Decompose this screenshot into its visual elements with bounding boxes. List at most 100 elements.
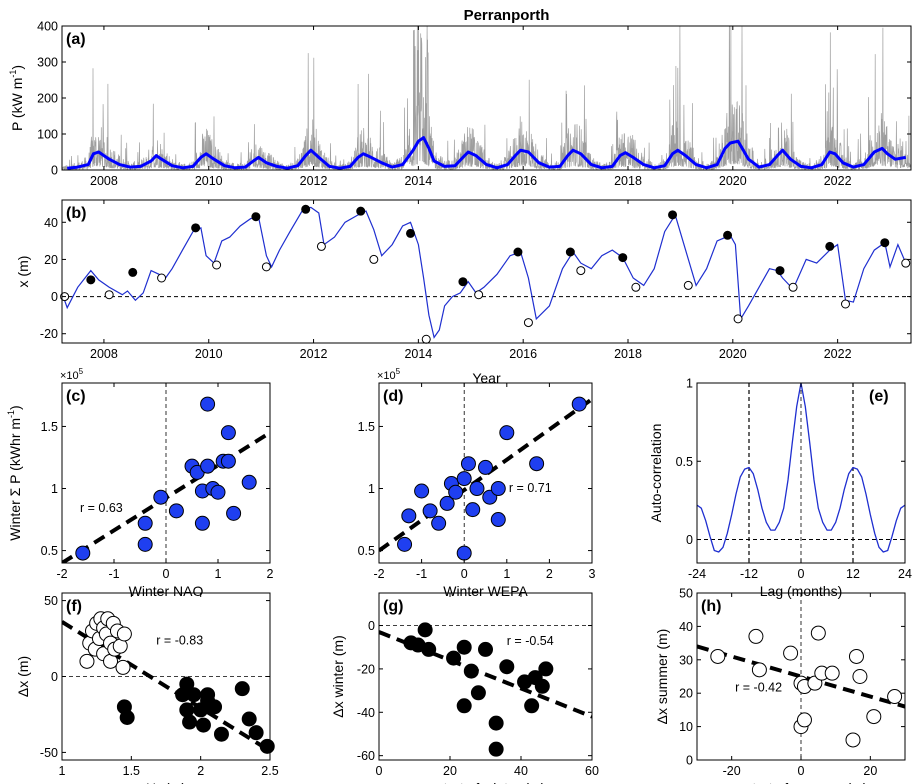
summer-change-point <box>848 648 864 664</box>
wepa-data-point <box>490 512 506 528</box>
nao-data-point <box>168 503 184 519</box>
winter-change-point <box>182 714 198 730</box>
x-tick-label-f: 1.5 <box>123 764 140 778</box>
summer-change-point <box>866 709 882 725</box>
winter-change-point <box>463 663 479 679</box>
winter-change-point <box>207 699 223 715</box>
winter-change-point <box>538 661 554 677</box>
wepa-data-point <box>469 481 485 497</box>
x-tick-label-d: -1 <box>416 567 427 581</box>
regression-line-h <box>697 644 905 709</box>
winter-maximum-marker <box>406 228 416 238</box>
y-tick-label-e: 0 <box>686 533 693 547</box>
summer-minimum-marker <box>316 241 326 251</box>
y-axis-label-f: Δx (m) <box>15 656 31 697</box>
raw-power-series <box>62 26 911 170</box>
y-tick-label-a: 200 <box>37 92 58 106</box>
y-tick-label-c: 1 <box>51 482 58 496</box>
panel-label-h: (h) <box>701 598 721 615</box>
summer-change-point <box>887 689 903 705</box>
y-tick-label-h: 30 <box>679 653 693 667</box>
x-tick-label-a: 2010 <box>195 174 223 188</box>
axes-box-a <box>61 25 912 171</box>
x-tick-label-d: 0 <box>461 567 468 581</box>
summer-minimum-marker <box>104 290 114 300</box>
x-tick-label-b: 2022 <box>824 347 852 361</box>
winter-change-point <box>234 681 250 697</box>
winter-change-point <box>417 622 433 638</box>
y-axis-label-c: Winter Σ P (kWhr m-1) <box>6 405 23 540</box>
x-tick-label-b: 2020 <box>719 347 747 361</box>
winter-maximum-marker <box>356 206 366 216</box>
y-multiplier-d: ×105 <box>377 367 401 382</box>
winter-maximum-marker <box>825 241 835 251</box>
x-tick-label-b: 2008 <box>90 347 118 361</box>
x-tick-label-h: -20 <box>723 764 741 778</box>
x-tick-label-b: 2010 <box>195 347 223 361</box>
summer-minimum-marker <box>421 334 431 344</box>
x-tick-label-b: 2018 <box>614 347 642 361</box>
winter-maximum-marker <box>458 277 468 287</box>
winter-maximum-marker <box>880 238 890 248</box>
correlation-annotation-d: r = 0.71 <box>509 481 552 495</box>
y-tick-label-g: -40 <box>357 706 375 720</box>
x-tick-label-a: 2012 <box>300 174 328 188</box>
x-tick-label-c: -2 <box>56 567 67 581</box>
summer-minimum-marker <box>474 290 484 300</box>
summer-change-point <box>783 645 799 661</box>
x-tick-label-h: 0 <box>798 764 805 778</box>
nao-data-point <box>200 458 216 474</box>
x-tick-label-g: 40 <box>514 764 528 778</box>
correlation-annotation-c: r = 0.63 <box>80 501 123 515</box>
winter-change-point <box>195 717 211 733</box>
winter-change-point <box>499 659 515 675</box>
summer-change-point <box>751 662 767 678</box>
y-tick-label-h: 10 <box>679 720 693 734</box>
x-tick-label-h: 20 <box>863 764 877 778</box>
y-tick-label-e: 1 <box>686 377 693 391</box>
summer-minimum-marker <box>157 273 167 283</box>
y-axis-label-e: Auto-correlation <box>648 424 664 523</box>
wepa-data-point <box>401 508 417 524</box>
summer-change-point <box>115 659 131 675</box>
winter-change-point <box>179 676 195 692</box>
winter-change-point <box>421 641 437 657</box>
axes-box-d <box>378 382 593 564</box>
y-tick-label-h: 50 <box>679 587 693 601</box>
summer-minimum-marker <box>261 262 271 272</box>
y-tick-label-b: 20 <box>44 253 58 267</box>
y-tick-label-b: 40 <box>44 216 58 230</box>
summer-change-point <box>810 625 826 641</box>
winter-change-point <box>524 698 540 714</box>
x-tick-label-g: 20 <box>443 764 457 778</box>
x-axis-label-b: Year <box>472 370 501 386</box>
x-tick-label-g: 60 <box>585 764 599 778</box>
wepa-data-point <box>460 456 476 472</box>
axes-box-e <box>696 382 906 564</box>
autocorrelation-line <box>697 383 905 553</box>
nao-data-point <box>75 545 91 561</box>
summer-minimum-marker <box>212 260 222 270</box>
chart-title: Perranporth <box>464 7 550 24</box>
nao-data-point <box>241 474 257 490</box>
summer-minimum-marker <box>369 254 379 264</box>
winter-maximum-marker <box>723 230 733 240</box>
summer-minimum-marker <box>840 299 850 309</box>
x-axis-label-h: x start of summer (m) <box>734 780 867 784</box>
winter-maximum-marker <box>251 212 261 222</box>
x-tick-label-d: 2 <box>546 567 553 581</box>
nao-data-point <box>194 515 210 531</box>
winter-change-point <box>213 726 229 742</box>
wepa-data-point <box>529 456 545 472</box>
winter-maximum-marker <box>775 266 785 276</box>
winter-change-point <box>456 639 472 655</box>
y-tick-label-d: 0.5 <box>358 544 375 558</box>
x-tick-label-a: 2020 <box>719 174 747 188</box>
y-tick-label-c: 1.5 <box>41 420 58 434</box>
wepa-data-point <box>397 536 413 552</box>
x-tick-label-a: 2016 <box>509 174 537 188</box>
summer-change-point <box>116 626 132 642</box>
x-tick-label-a: 2018 <box>614 174 642 188</box>
correlation-annotation-f: r = -0.83 <box>156 634 203 648</box>
summer-minimum-marker <box>733 314 743 324</box>
